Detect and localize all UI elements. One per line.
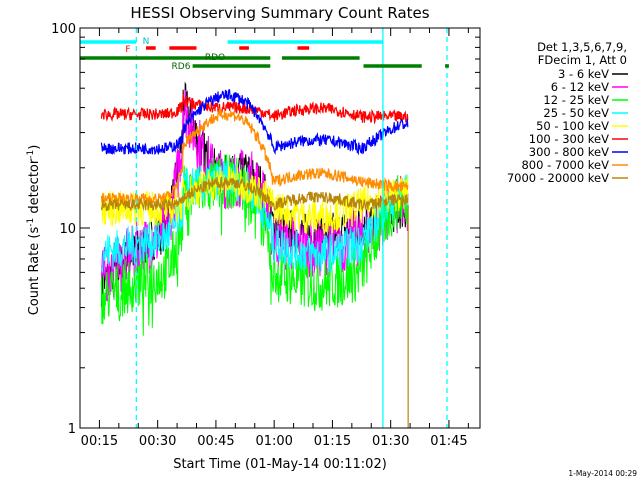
legend-entry-label: 12 - 25 keV	[543, 93, 609, 107]
x-tick-label: 01:30	[372, 434, 409, 449]
chart-title: HESSI Observing Summary Count Rates	[130, 4, 429, 22]
legend: Det 1,3,5,6,7,9, FDecim 1, Att 0 3 - 6 k…	[507, 40, 628, 185]
y-axis-label-end: )	[27, 145, 42, 150]
flag-label: F	[125, 45, 130, 55]
y-tick-label: 10	[59, 222, 76, 237]
footer-date: 1-May-2014 00:29	[568, 469, 637, 478]
x-tick-label: 01:15	[314, 434, 351, 449]
plot-content: N F RDO RD6	[80, 28, 449, 428]
legend-entry-label: 3 - 6 keV	[558, 67, 609, 81]
series-line	[100, 107, 409, 207]
legend-entry-label: 800 - 7000 keV	[521, 158, 609, 172]
legend-header-line-1: Det 1,3,5,6,7,9,	[537, 40, 627, 54]
y-axis-label: Count Rate (s-1 detector-1)	[26, 145, 42, 316]
x-tick-label: 01:45	[430, 434, 467, 449]
y-axis-label-sup2: -1	[26, 150, 36, 159]
legend-entry-label: 50 - 100 keV	[536, 119, 609, 133]
x-tick-label: 01:00	[255, 434, 292, 449]
series-line	[100, 89, 409, 156]
legend-header-line-2: FDecim 1, Att 0	[538, 53, 627, 67]
y-tick-label: 100	[51, 22, 76, 37]
x-axis-label: Start Time (01-May-14 00:11:02)	[173, 457, 387, 472]
series-line	[100, 164, 409, 235]
legend-entry-label: 7000 - 20000 keV	[507, 171, 609, 185]
x-tick-label: 00:30	[139, 434, 176, 449]
y-axis: 1 10 100	[51, 22, 480, 437]
flag-label: RD6	[172, 62, 191, 72]
y-axis-label-main: Count Rate (s	[27, 227, 42, 316]
x-tick-label: 00:45	[197, 434, 234, 449]
y-axis-label-tail: detector	[27, 158, 42, 218]
y-tick-label: 1	[68, 422, 76, 437]
series-line	[100, 176, 409, 212]
flag-label: N	[143, 37, 150, 47]
legend-entry-label: 300 - 800 keV	[529, 145, 609, 159]
x-tick-label: 00:15	[81, 434, 118, 449]
y-axis-label-sup: -1	[26, 218, 36, 227]
x-axis: 00:15 00:30 00:45 01:00 01:15 01:30 01:45	[79, 28, 469, 449]
legend-entry-label: 100 - 300 keV	[529, 132, 609, 146]
legend-entry-label: 6 - 12 keV	[551, 80, 609, 94]
legend-entry-label: 25 - 50 keV	[543, 106, 609, 120]
flag-label: RDO	[205, 53, 225, 63]
